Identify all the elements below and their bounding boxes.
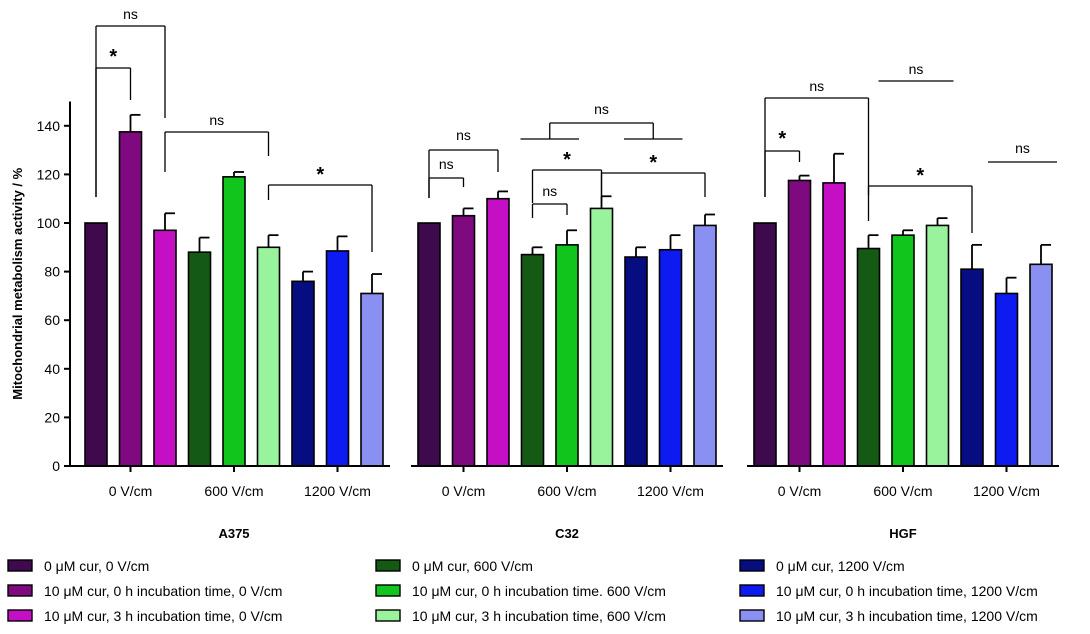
error-bars [129, 113, 1051, 294]
legend-swatch [375, 559, 401, 572]
significance-ns: ns [542, 183, 557, 199]
bar [417, 222, 441, 467]
bar [486, 197, 510, 467]
group-label: A375 [218, 526, 249, 541]
bars [84, 131, 1053, 467]
significance-ns: ns [809, 78, 824, 94]
y-tick-label: 80 [44, 264, 60, 280]
x-category-label: 600 V/cm [204, 483, 263, 499]
bar [822, 182, 846, 467]
bar [291, 280, 315, 467]
legend-swatch [7, 609, 33, 622]
legend-label: 0 μM cur, 600 V/cm [412, 558, 533, 574]
legend-swatch [7, 559, 33, 572]
bar [891, 234, 915, 467]
bar [187, 251, 212, 467]
legend-item: 10 μM cur, 3 h incubation time, 0 V/cm [7, 608, 282, 624]
legend-label: 10 μM cur, 3 h incubation time, 600 V/cm [412, 608, 666, 624]
y-tick-label: 0 [52, 458, 60, 474]
legend-label: 10 μM cur, 0 h incubation time. 600 V/cm [412, 583, 666, 599]
significance-star: * [563, 149, 571, 171]
legend-swatch [739, 609, 765, 622]
bar [222, 176, 246, 467]
legend-label: 10 μM cur, 0 h incubation time, 0 V/cm [44, 583, 282, 599]
bar [451, 214, 476, 467]
x-category-label: 600 V/cm [873, 483, 932, 499]
bar [960, 268, 984, 467]
legend-item: 10 μM cur, 3 h incubation time, 600 V/cm [375, 608, 666, 624]
legend-item: 10 μM cur, 0 h incubation time, 0 V/cm [7, 583, 282, 599]
x-category-label: 0 V/cm [442, 483, 486, 499]
x-category-label: 0 V/cm [778, 483, 822, 499]
legend-swatch [375, 584, 401, 597]
legend-swatch [739, 559, 765, 572]
x-category-label: 1200 V/cm [304, 483, 371, 499]
bar [84, 222, 108, 467]
y-axis: 0 20 40 60 80 100 120 140 Mitochondrial metaboli… [10, 101, 71, 474]
legend-item: 10 μM cur, 0 h incubation time. 600 V/cm [375, 583, 666, 599]
group-label: C32 [555, 526, 579, 541]
bar [360, 292, 384, 467]
significance-ns: ns [439, 156, 454, 172]
bar [555, 244, 579, 467]
significance-star: * [916, 165, 924, 187]
significance-ns: ns [909, 61, 924, 77]
legend-label: 0 μM cur, 1200 V/cm [776, 558, 905, 574]
x-category-label: 1200 V/cm [637, 483, 704, 499]
bar [856, 247, 881, 467]
y-tick-label: 20 [44, 409, 60, 425]
bar [658, 248, 683, 467]
legend-swatch [739, 584, 765, 597]
bar [325, 250, 350, 467]
legend-item: 10 μM cur, 0 h incubation time, 1200 V/c… [739, 583, 1038, 599]
bar [589, 207, 614, 467]
significance-star: * [649, 152, 657, 174]
y-tick-label: 120 [37, 166, 61, 182]
bar [693, 224, 717, 467]
y-tick-label: 100 [37, 215, 61, 231]
x-category-label: 600 V/cm [537, 483, 596, 499]
group-label: HGF [889, 526, 917, 541]
legend-label: 10 μM cur, 3 h incubation time, 1200 V/c… [776, 608, 1038, 624]
significance-ns: ns [123, 6, 138, 22]
significance-ns: ns [594, 101, 609, 117]
bar [994, 292, 1019, 467]
legend-swatch [7, 584, 33, 597]
legend-label: 10 μM cur, 0 h incubation time, 1200 V/c… [776, 583, 1038, 599]
y-tick-label: 140 [37, 118, 61, 134]
significance-ns: ns [1015, 140, 1030, 156]
bar [1029, 263, 1053, 467]
x-category-label: 1200 V/cm [973, 483, 1040, 499]
y-tick-label: 40 [44, 361, 60, 377]
bar [925, 224, 950, 467]
legend-item: 0 μM cur, 600 V/cm [375, 558, 533, 574]
bar [624, 256, 648, 467]
legend: 0 μM cur, 0 V/cm 10 μM cur, 0 h incubatio… [7, 558, 1038, 624]
bar [520, 253, 545, 467]
legend-item: 10 μM cur, 3 h incubation time, 1200 V/c… [739, 608, 1038, 624]
bar [753, 222, 777, 467]
bar [787, 179, 812, 467]
bar [153, 229, 177, 467]
legend-item: 0 μM cur, 1200 V/cm [739, 558, 905, 574]
legend-swatch [375, 609, 401, 622]
x-axis-labels: 0 V/cm 600 V/cm 1200 V/cm A375 0 V/cm 600 V/c… [70, 465, 1059, 541]
legend-label: 10 μM cur, 3 h incubation time, 0 V/cm [44, 608, 282, 624]
y-axis-title: Mitochondrial metabolism activity / % [10, 167, 25, 399]
x-category-label: 0 V/cm [109, 483, 153, 499]
bar [256, 246, 281, 467]
y-tick-label: 60 [44, 312, 60, 328]
legend-item: 0 μM cur, 0 V/cm [7, 558, 149, 574]
significance-ns: ns [456, 127, 471, 143]
legend-label: 0 μM cur, 0 V/cm [44, 558, 149, 574]
significance-ns: ns [209, 112, 224, 128]
significance-star: * [778, 128, 786, 150]
significance-star: * [109, 46, 117, 68]
significance-star: * [316, 164, 324, 186]
bar [118, 131, 143, 467]
